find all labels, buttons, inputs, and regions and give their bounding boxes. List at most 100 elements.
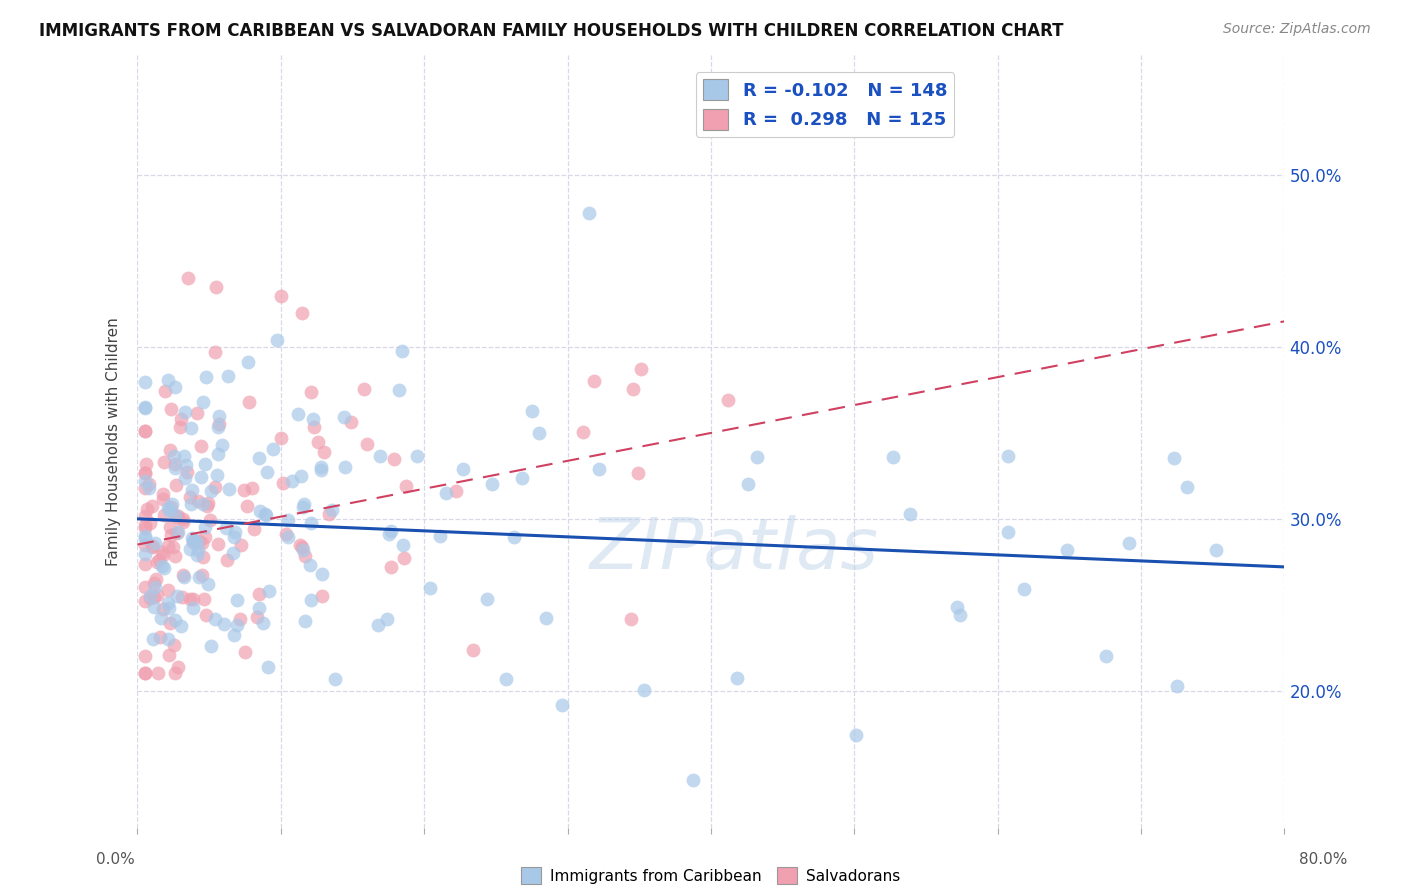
Point (461, 642, 484, 657)
Point (143, 580, 166, 594)
Point (157, 601, 180, 615)
Point (323, 672, 346, 686)
Point (380, 560, 402, 574)
Point (204, 345, 226, 359)
Point (146, 555, 169, 569)
Point (146, 666, 169, 681)
Point (138, 476, 160, 491)
Point (141, 540, 163, 554)
Point (419, 582, 441, 596)
Point (169, 419, 191, 434)
Point (139, 516, 162, 531)
Point (156, 583, 179, 598)
Point (200, 639, 222, 653)
Point (307, 435, 329, 450)
Point (1205, 543, 1227, 558)
Point (630, 361, 652, 376)
Point (165, 477, 187, 491)
Point (179, 591, 201, 606)
Point (166, 589, 188, 603)
Point (166, 526, 188, 541)
Point (148, 553, 170, 567)
Point (167, 660, 190, 674)
Point (475, 591, 498, 606)
Point (183, 533, 205, 548)
Point (170, 412, 193, 426)
Point (572, 425, 595, 439)
Point (172, 515, 194, 529)
Point (311, 589, 333, 603)
Point (277, 530, 299, 544)
Point (163, 549, 186, 563)
Point (142, 632, 165, 647)
Point (382, 452, 405, 467)
Point (156, 596, 179, 610)
Point (207, 419, 229, 434)
Point (218, 482, 240, 496)
Point (311, 566, 333, 581)
Point (309, 460, 332, 475)
Point (187, 534, 209, 549)
Point (232, 483, 254, 498)
Point (181, 601, 204, 615)
Point (737, 477, 759, 491)
Text: 0.0%: 0.0% (96, 853, 135, 867)
Point (159, 520, 181, 534)
Point (240, 481, 263, 495)
Point (166, 510, 188, 524)
Text: IMMIGRANTS FROM CARIBBEAN VS SALVADORAN FAMILY HOUSEHOLDS WITH CHILDREN CORRELAT: IMMIGRANTS FROM CARIBBEAN VS SALVADORAN … (39, 22, 1064, 40)
Point (527, 425, 550, 440)
Point (156, 632, 179, 646)
Point (149, 631, 172, 645)
Point (314, 445, 336, 459)
Point (304, 419, 326, 434)
Point (134, 375, 156, 389)
Point (845, 728, 868, 742)
Point (231, 538, 253, 552)
Point (134, 529, 156, 543)
Point (222, 628, 245, 642)
Point (194, 530, 217, 544)
Point (194, 370, 217, 384)
Point (157, 374, 180, 388)
Point (173, 471, 195, 485)
Point (270, 288, 292, 302)
Point (997, 525, 1019, 540)
Point (292, 542, 315, 557)
Point (208, 417, 231, 431)
Point (627, 467, 650, 481)
Point (187, 542, 209, 557)
Point (717, 393, 740, 408)
Point (134, 531, 156, 545)
Point (135, 458, 157, 472)
Point (246, 610, 269, 624)
Point (181, 483, 204, 498)
Point (134, 580, 156, 594)
Point (318, 507, 340, 521)
Point (181, 531, 204, 545)
Point (1056, 543, 1078, 558)
Point (186, 405, 208, 419)
Point (588, 462, 610, 476)
Point (172, 567, 194, 582)
Point (142, 590, 165, 604)
Point (183, 533, 205, 547)
Point (134, 666, 156, 681)
Point (134, 475, 156, 489)
Point (186, 548, 208, 562)
Point (309, 463, 332, 477)
Point (141, 499, 163, 513)
Point (534, 611, 557, 625)
Point (134, 518, 156, 533)
Point (380, 524, 402, 538)
Point (136, 502, 159, 516)
Point (281, 474, 304, 488)
Point (1095, 648, 1118, 663)
Point (1163, 450, 1185, 465)
Point (222, 546, 245, 560)
Point (152, 487, 174, 501)
Point (160, 497, 183, 511)
Point (392, 538, 415, 552)
Point (321, 503, 343, 517)
Point (160, 500, 183, 515)
